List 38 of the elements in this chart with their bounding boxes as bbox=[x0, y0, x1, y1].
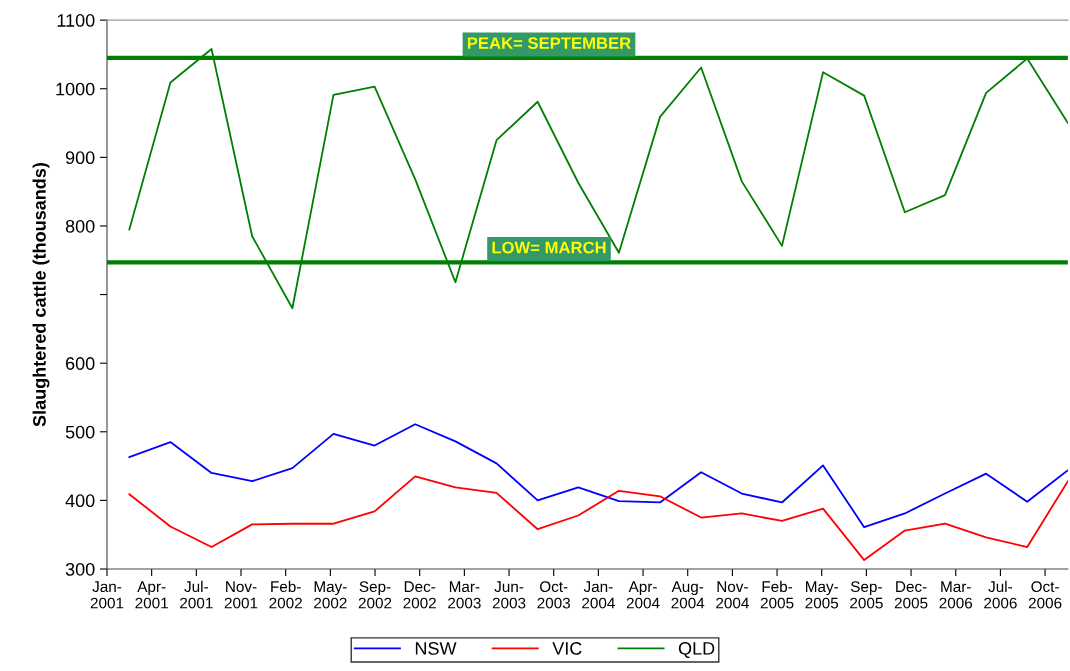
legend-label: VIC bbox=[552, 642, 582, 655]
line-series bbox=[128, 475, 1068, 561]
x-tick-label: Oct- 2006 bbox=[1028, 581, 1062, 609]
y-tick-label: 1100 bbox=[57, 14, 95, 27]
y-tick-label: 900 bbox=[65, 151, 95, 165]
y-tick-label: 1000 bbox=[56, 82, 95, 96]
y-tick-label: 400 bbox=[65, 494, 95, 508]
y-tick-label: 600 bbox=[65, 357, 95, 370]
x-tick-label: May- 2002 bbox=[314, 581, 347, 609]
x-tick-label: Jun- 2003 bbox=[492, 581, 526, 609]
x-tick-label: Oct- 2003 bbox=[537, 581, 571, 609]
x-tick-label: Apr- 2004 bbox=[626, 581, 660, 609]
y-tick-label: 800 bbox=[65, 219, 95, 233]
x-tick-label: Mar- 2006 bbox=[939, 581, 973, 609]
legend-label: QLD bbox=[678, 642, 715, 659]
x-tick-label: Dec- 2002 bbox=[403, 581, 436, 609]
x-tick-label: Feb- 2002 bbox=[269, 580, 302, 609]
ref-line-label: PEAK= SEPTEMBER bbox=[467, 37, 631, 50]
x-tick-label: Aug- 2004 bbox=[671, 581, 705, 609]
x-tick-label: Jan- 2001 bbox=[90, 581, 124, 609]
x-tick-label: Dec- 2005 bbox=[894, 581, 928, 609]
ref-line-label: LOW= MARCH bbox=[492, 241, 606, 254]
x-tick-label: Jul- 2006 bbox=[984, 580, 1017, 609]
x-tick-label: May- 2005 bbox=[805, 581, 839, 609]
x-tick-label: Feb- 2005 bbox=[760, 580, 794, 609]
x-tick-label: Nov- 2004 bbox=[716, 581, 749, 609]
x-tick-label: Apr- 2001 bbox=[135, 581, 168, 609]
x-tick-label: Jan- 2004 bbox=[582, 581, 615, 609]
line-series bbox=[128, 423, 1068, 529]
y-tick-label: 500 bbox=[65, 425, 95, 439]
y-tick-label: 300 bbox=[65, 562, 95, 576]
x-tick-label: Sep- 2005 bbox=[850, 581, 883, 609]
legend-label: NSW bbox=[415, 642, 457, 655]
x-tick-label: Jul- 2001 bbox=[180, 580, 213, 609]
y-axis-title: Slaughtered cattle (thousands) bbox=[32, 163, 50, 427]
x-tick-label: Sep- 2002 bbox=[358, 581, 392, 609]
x-tick-label: Mar- 2003 bbox=[448, 581, 481, 609]
x-tick-label: Nov- 2001 bbox=[224, 581, 258, 609]
